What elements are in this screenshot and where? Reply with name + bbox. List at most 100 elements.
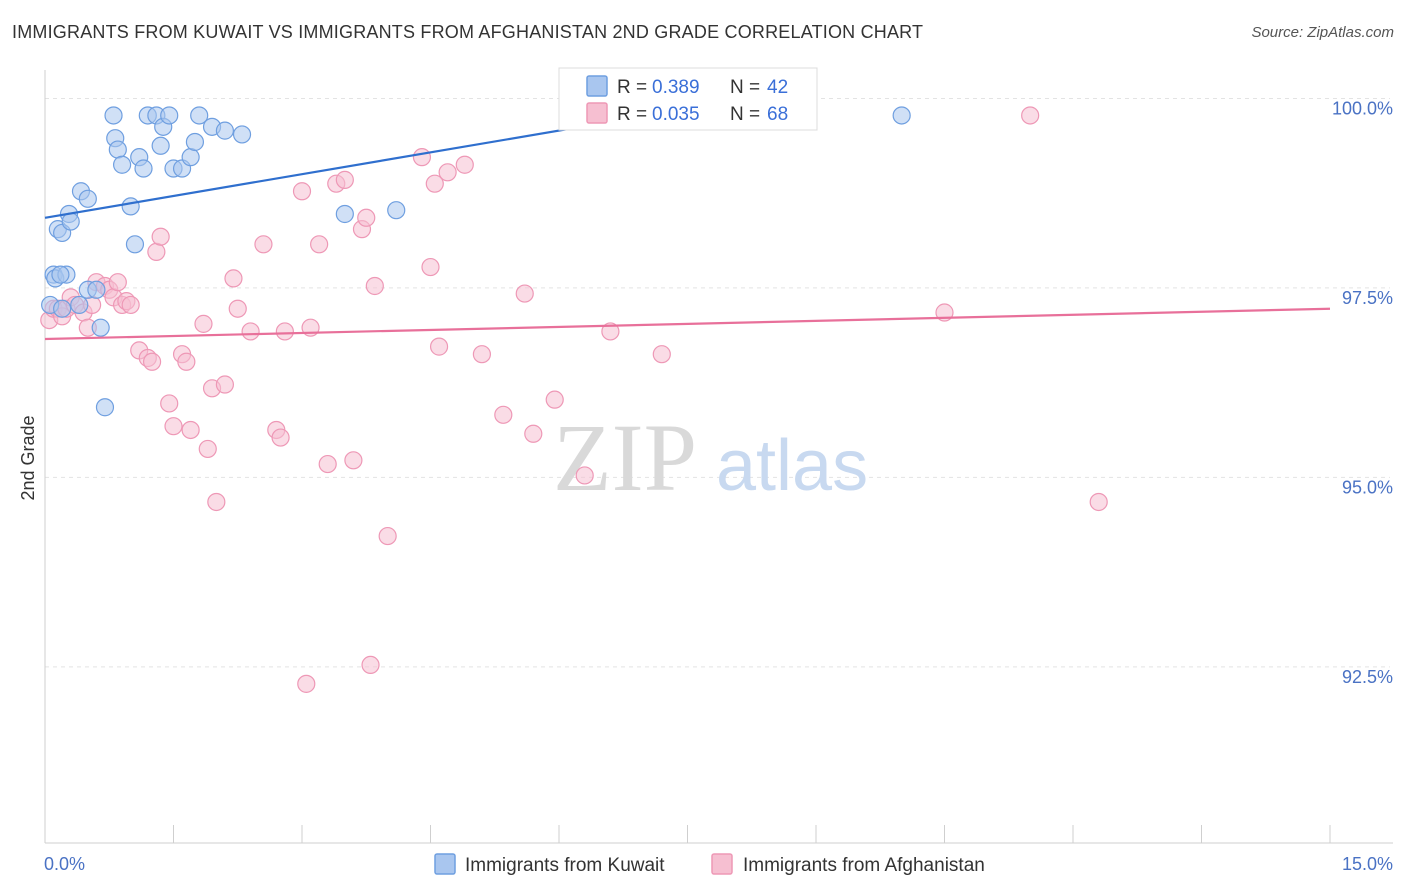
- stats-legend: R = 0.389 N = 42 R = 0.035 N = 68: [558, 67, 818, 131]
- kuwait-point-32: [190, 106, 209, 125]
- afghanistan-point-36: [254, 235, 273, 254]
- legend-r-label-blue: R =: [617, 77, 647, 98]
- afghanistan-point-34: [228, 299, 247, 318]
- afghanistan-point-33: [224, 269, 243, 288]
- afghanistan-point-50: [361, 655, 380, 675]
- afghanistan-point-60: [515, 284, 534, 303]
- legend-n-label-blue: N =: [730, 77, 760, 98]
- afghanistan-point-53: [421, 257, 440, 277]
- kuwait-point-36: [335, 204, 354, 224]
- kuwait-point-39: [892, 106, 911, 125]
- bottom-legend-swatch-afghanistan: [711, 853, 733, 875]
- kuwait-point-31: [185, 132, 205, 152]
- watermark: ZIP atlas: [553, 404, 868, 511]
- legend-swatch-blue: [586, 75, 608, 97]
- watermark-zip: ZIP: [553, 404, 697, 511]
- kuwait-point-9: [78, 189, 97, 208]
- afghanistan-point-65: [652, 345, 671, 364]
- afghanistan-point-69: [1089, 492, 1108, 512]
- afghanistan-point-24: [164, 417, 183, 436]
- afghanistan-point-63: [575, 466, 594, 485]
- afghanistan-point-40: [292, 182, 312, 201]
- kuwait-point-22: [134, 159, 153, 178]
- afghanistan-point-54: [425, 174, 444, 193]
- afghanistan-point-22: [151, 227, 170, 246]
- afghanistan-point-32: [215, 375, 234, 394]
- afghanistan-point-48: [357, 208, 376, 227]
- afghanistan-point-52: [412, 148, 432, 167]
- afghanistan-point-42: [310, 235, 329, 254]
- afghanistan-point-14: [108, 273, 127, 292]
- kuwait-point-13: [91, 318, 110, 337]
- afghanistan-point-46: [344, 451, 363, 470]
- kuwait-point-25: [151, 136, 170, 155]
- afghanistan-point-26: [177, 352, 196, 371]
- series-kuwait-points: [41, 106, 911, 417]
- kuwait-point-18: [112, 155, 132, 174]
- afghanistan-point-28: [194, 314, 213, 333]
- series-legend: Immigrants from Kuwait Immigrants from A…: [434, 853, 985, 876]
- x-tick-label-1: 15.0%: [1342, 854, 1393, 874]
- kuwait-point-40: [51, 265, 70, 284]
- kuwait-point-41: [53, 299, 72, 318]
- afghanistan-point-21: [147, 242, 166, 261]
- afghanistan-point-29: [198, 439, 217, 459]
- x-tick-label-0: 0.0%: [44, 854, 85, 874]
- y-tick-label-0: 100.0%: [1332, 98, 1393, 118]
- afghanistan-point-57: [455, 155, 474, 174]
- afghanistan-point-70: [297, 674, 316, 693]
- kuwait-point-17: [108, 140, 127, 159]
- kuwait-point-14: [95, 398, 115, 417]
- afghanistan-point-38: [271, 428, 290, 447]
- y-axis-title: 2nd Grade: [18, 415, 38, 500]
- legend-r-label-pink: R =: [617, 104, 647, 125]
- afghanistan-point-49: [365, 276, 384, 296]
- y-tick-labels: 100.0% 97.5% 95.0% 92.5%: [1332, 98, 1393, 686]
- kuwait-point-37: [387, 201, 406, 220]
- legend-r-value-pink: 0.035: [652, 104, 700, 125]
- kuwait-point-27: [160, 106, 179, 125]
- afghanistan-point-43: [318, 454, 337, 474]
- axes: [44, 70, 1393, 844]
- legend-swatch-pink: [586, 102, 608, 124]
- kuwait-point-20: [125, 235, 145, 254]
- bottom-legend-swatch-kuwait: [434, 853, 456, 875]
- afghanistan-point-62: [545, 390, 564, 409]
- y-tick-label-2: 95.0%: [1342, 477, 1393, 497]
- kuwait-point-7: [61, 212, 80, 231]
- legend-n-value-pink: 68: [767, 104, 788, 125]
- afghanistan-point-45: [335, 170, 354, 189]
- legend-n-value-blue: 42: [767, 77, 788, 98]
- afghanistan-point-59: [494, 405, 513, 424]
- afghanistan-point-39: [275, 322, 294, 341]
- afghanistan-point-27: [181, 420, 200, 440]
- afghanistan-point-58: [472, 345, 491, 364]
- kuwait-point-10: [70, 295, 89, 315]
- kuwait-point-12: [87, 280, 106, 299]
- chart-source: Source: ZipAtlas.com: [1251, 24, 1394, 41]
- kuwait-point-30: [181, 148, 200, 167]
- y-tick-label-3: 92.5%: [1342, 667, 1393, 687]
- afghanistan-point-20: [142, 352, 162, 371]
- legend-r-value-blue: 0.389: [652, 77, 700, 98]
- afghanistan-point-55: [429, 337, 449, 356]
- y-tick-label-1: 97.5%: [1342, 288, 1393, 308]
- kuwait-point-35: [232, 125, 252, 144]
- afghanistan-point-56: [438, 163, 457, 182]
- chart-title: IMMIGRANTS FROM KUWAIT VS IMMIGRANTS FRO…: [12, 22, 924, 42]
- bottom-legend-label-afghanistan: Immigrants from Afghanistan: [743, 855, 985, 876]
- kuwait-point-15: [104, 106, 123, 125]
- x-tick-labels: 0.0% 15.0%: [44, 854, 1393, 874]
- legend-n-label-pink: N =: [730, 104, 760, 125]
- watermark-atlas: atlas: [716, 426, 868, 506]
- afghanistan-point-35: [241, 322, 260, 341]
- afghanistan-point-68: [1021, 106, 1040, 125]
- afghanistan-point-51: [378, 526, 397, 546]
- afghanistan-point-61: [524, 424, 543, 443]
- afghanistan-point-23: [160, 394, 179, 413]
- kuwait-point-34: [215, 121, 234, 140]
- afghanistan-point-31: [207, 492, 226, 512]
- afghanistan-point-17: [121, 295, 140, 315]
- kuwait-point-19: [121, 197, 140, 216]
